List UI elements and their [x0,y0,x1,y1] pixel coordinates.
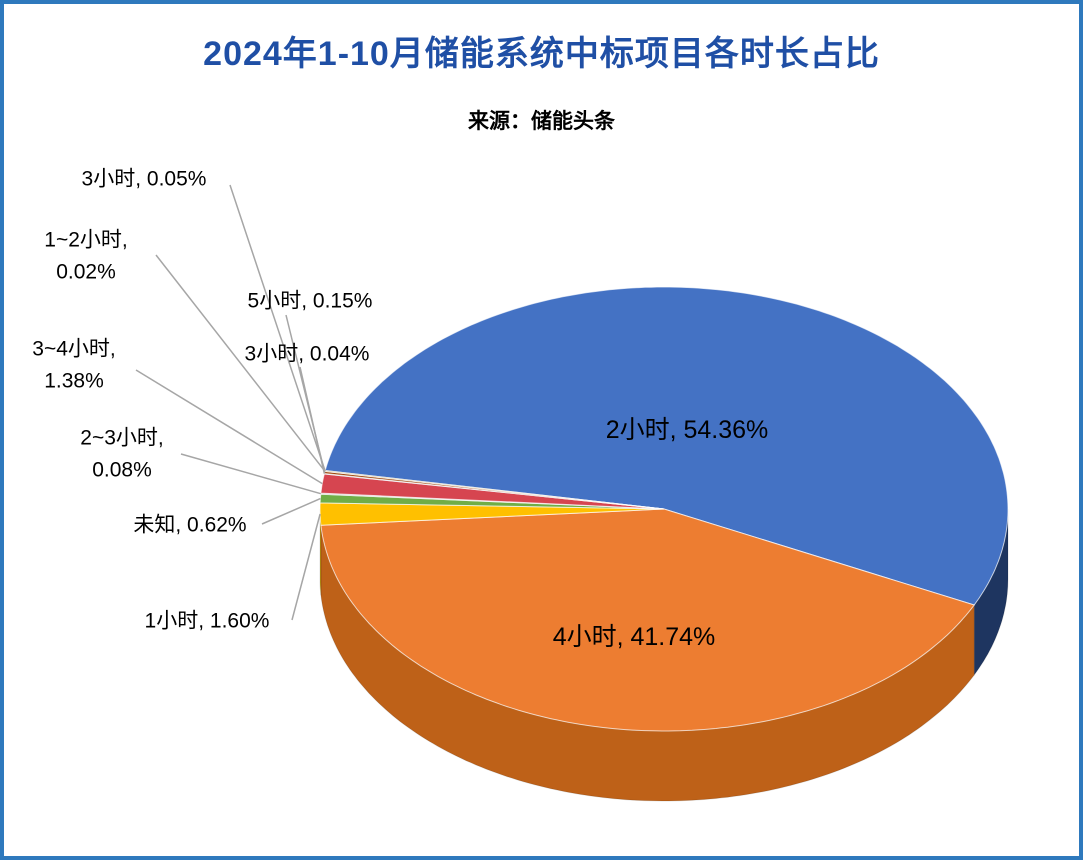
leader-line-2 [291,513,321,621]
leader-line-4 [180,453,322,495]
leader-line-8 [155,254,326,472]
leader-line-9 [229,184,326,472]
pie-chart-canvas [135,184,1009,802]
pie-slice-0 [324,286,1009,606]
leader-line-3 [261,497,321,525]
page-title: 2024年1-10月储能系统中标项目各时长占比 [203,35,880,73]
leader-line-7 [285,314,326,473]
leader-line-5 [135,369,323,485]
chart-source-label: 来源：储能头条 [468,110,615,133]
pie-slice-1 [320,508,976,732]
